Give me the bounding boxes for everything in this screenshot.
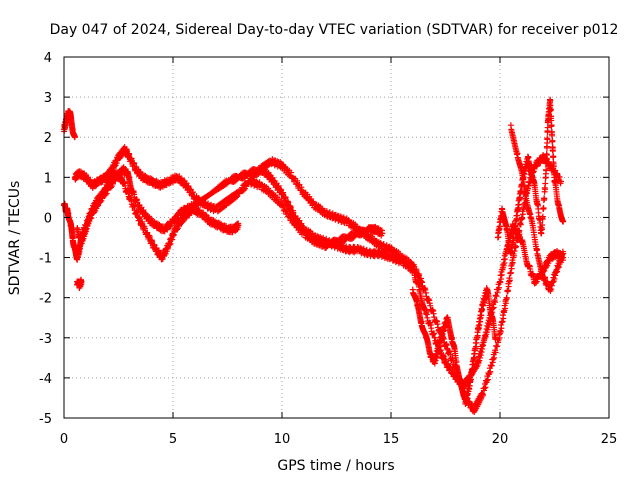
y-tick-label: 2 (44, 131, 52, 146)
y-tick-label: -4 (39, 372, 52, 387)
data-points (61, 96, 567, 415)
x-tick-labels: 0 5 10 15 20 25 (60, 432, 617, 447)
data-point-marker (113, 160, 120, 167)
data-point-marker (486, 321, 493, 328)
data-point-marker (337, 213, 344, 220)
data-point-marker (397, 250, 404, 257)
x-tick-label: 15 (383, 432, 400, 447)
data-point-marker (232, 194, 239, 201)
data-point-marker (497, 329, 504, 336)
data-point-marker (500, 262, 507, 269)
data-point-marker (498, 271, 505, 278)
data-point-marker (487, 368, 494, 375)
data-point-marker (496, 284, 503, 291)
data-point-marker (485, 324, 492, 331)
data-point-marker (222, 202, 229, 209)
data-point-marker (243, 183, 250, 190)
data-point-marker (314, 233, 321, 240)
data-point-marker (542, 180, 549, 187)
y-tick-label: 1 (44, 171, 52, 186)
data-point-marker (497, 279, 504, 286)
y-tick-labels: 4 3 2 1 0 -1 -2 -3 -4 -5 (39, 51, 52, 427)
data-point-marker (540, 204, 547, 211)
data-point-marker (499, 318, 506, 325)
data-point-marker (234, 193, 241, 200)
data-point-marker (549, 137, 556, 144)
data-point-marker (488, 362, 495, 369)
data-point-marker (492, 299, 499, 306)
data-point-marker (519, 215, 526, 222)
chart-title: Day 047 of 2024, Sidereal Day-to-day VTE… (50, 22, 619, 38)
y-tick-label: -5 (39, 412, 52, 427)
x-tick-label: 5 (169, 432, 177, 447)
data-point-marker (478, 349, 485, 356)
y-tick-label: -2 (39, 292, 52, 307)
y-tick-label: 0 (44, 211, 52, 226)
x-tick-label: 25 (601, 432, 618, 447)
data-point-marker (507, 269, 514, 276)
data-point-marker (549, 148, 556, 155)
data-point-marker (494, 343, 501, 350)
data-point-marker (502, 305, 509, 312)
x-tick-label: 20 (492, 432, 509, 447)
data-point-marker (294, 177, 301, 184)
data-point-marker (232, 177, 239, 184)
data-point-marker (541, 195, 548, 202)
data-point-marker (351, 249, 358, 256)
data-point-marker (492, 349, 499, 356)
data-point-marker (298, 184, 305, 191)
data-point-marker (288, 169, 295, 176)
y-tick-label: -1 (39, 252, 52, 267)
data-point-marker (502, 256, 509, 263)
data-point-marker (484, 376, 491, 383)
data-point-marker (477, 354, 484, 361)
data-point-marker (357, 244, 364, 251)
data-point-marker (500, 315, 507, 322)
y-tick-label: 4 (44, 51, 52, 66)
data-point-marker (519, 211, 526, 218)
data-point-marker (506, 277, 513, 284)
data-point-marker (274, 158, 281, 165)
data-point-marker (517, 221, 524, 228)
grid-lines (64, 57, 609, 418)
x-axis-label: GPS time / hours (277, 458, 394, 474)
data-point-marker (71, 134, 78, 141)
y-axis-label: SDTVAR / TECUs (7, 181, 23, 296)
x-tick-label: 0 (60, 432, 68, 447)
data-point-marker (498, 276, 505, 283)
data-point-marker (504, 287, 511, 294)
data-point-marker (509, 259, 516, 266)
data-point-marker (476, 357, 483, 364)
data-point-marker (501, 260, 508, 267)
data-point-marker (512, 243, 519, 250)
data-point-marker (166, 223, 173, 230)
data-point-marker (477, 352, 484, 359)
data-point-marker (480, 392, 487, 399)
data-point-marker (550, 153, 557, 160)
y-tick-label: -3 (39, 332, 52, 347)
data-point-marker (503, 295, 510, 302)
data-point-marker (491, 354, 498, 361)
data-point-marker (498, 325, 505, 332)
x-tick-label: 10 (274, 432, 291, 447)
y-tick-label: 3 (44, 91, 52, 106)
axis-ticks (63, 56, 610, 419)
plot-frame (63, 56, 610, 419)
data-point-marker (493, 293, 500, 300)
data-point-marker (482, 384, 489, 391)
